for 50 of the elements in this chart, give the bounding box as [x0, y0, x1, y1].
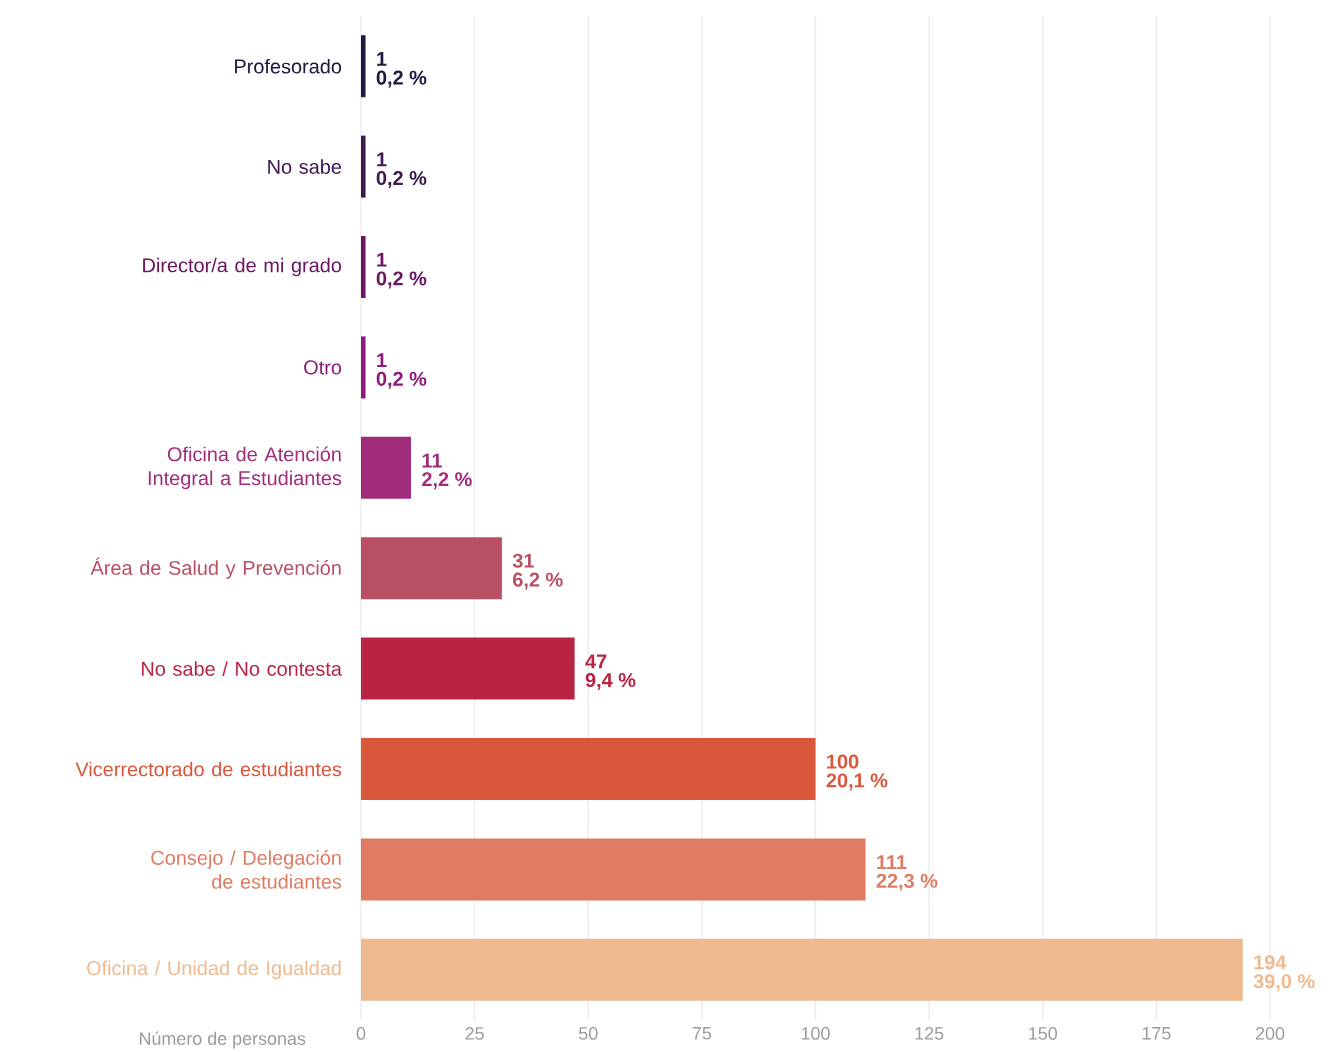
data-label: 1	[377, 52, 387, 66]
bar	[360, 336, 366, 399]
data-label: 1	[377, 353, 387, 368]
bar	[360, 236, 366, 299]
bar	[360, 738, 816, 801]
y-tick-label: Oficina / Unidad de Igualdad	[87, 960, 341, 980]
annotation: 9,4 %	[585, 673, 636, 691]
y-tick-label: No sabe / No contesta	[142, 661, 342, 676]
bar	[360, 938, 1243, 1001]
bar	[360, 135, 366, 198]
bar	[360, 838, 866, 901]
data-label: 111	[877, 855, 907, 870]
y-tick-label: Oficina de Atención Integral a Estudiantes	[148, 446, 342, 490]
bar	[360, 537, 502, 600]
annotation: 0,2 %	[376, 371, 427, 389]
y-tick-label: Vicerrectorado de estudiantes	[75, 761, 342, 777]
annotation: 0,2 %	[376, 171, 427, 189]
x-tick-label: 25	[465, 1027, 484, 1040]
x-tick-label: 175	[1142, 1027, 1171, 1040]
x-tick-label: 125	[915, 1027, 944, 1040]
annotation: 0,2 %	[376, 70, 427, 88]
x-tick-label: 0	[356, 1027, 366, 1040]
data-label: 194	[1254, 955, 1287, 970]
x-axis-title: Número de personas	[139, 1031, 306, 1049]
annotation: 0,2 %	[376, 271, 427, 289]
y-tick-label: Consejo / Delegación de estudiantes	[151, 850, 342, 889]
annotation: 6,2 %	[513, 572, 563, 590]
data-label: 1	[377, 152, 387, 167]
data-label: 47	[585, 654, 607, 669]
data-label: 100	[827, 754, 859, 769]
y-tick-label: Otro	[304, 360, 342, 375]
data-label: 31	[512, 553, 534, 568]
x-tick-label: 50	[578, 1027, 598, 1040]
annotation: 2,2 %	[422, 472, 472, 490]
bar	[360, 35, 366, 98]
x-tick-label: 150	[1029, 1027, 1058, 1040]
bar	[360, 436, 411, 499]
annotation: 22,3 %	[876, 873, 938, 891]
y-tick-label: Área de Salud y Prevención	[90, 557, 341, 579]
annotation: 39,0 %	[1253, 974, 1315, 992]
y-tick-label: No sabe	[268, 159, 342, 174]
y-tick-label: Profesorado	[235, 58, 342, 74]
x-tick-label: 100	[801, 1027, 830, 1040]
y-tick-label: Director/a de mi grado	[143, 257, 342, 277]
x-tick-label: 200	[1255, 1027, 1285, 1040]
data-label: 11	[422, 453, 442, 468]
x-tick-label: 75	[692, 1027, 712, 1040]
data-label: 1	[377, 252, 387, 267]
bar	[360, 637, 575, 700]
annotation: 20,1 %	[826, 773, 888, 791]
